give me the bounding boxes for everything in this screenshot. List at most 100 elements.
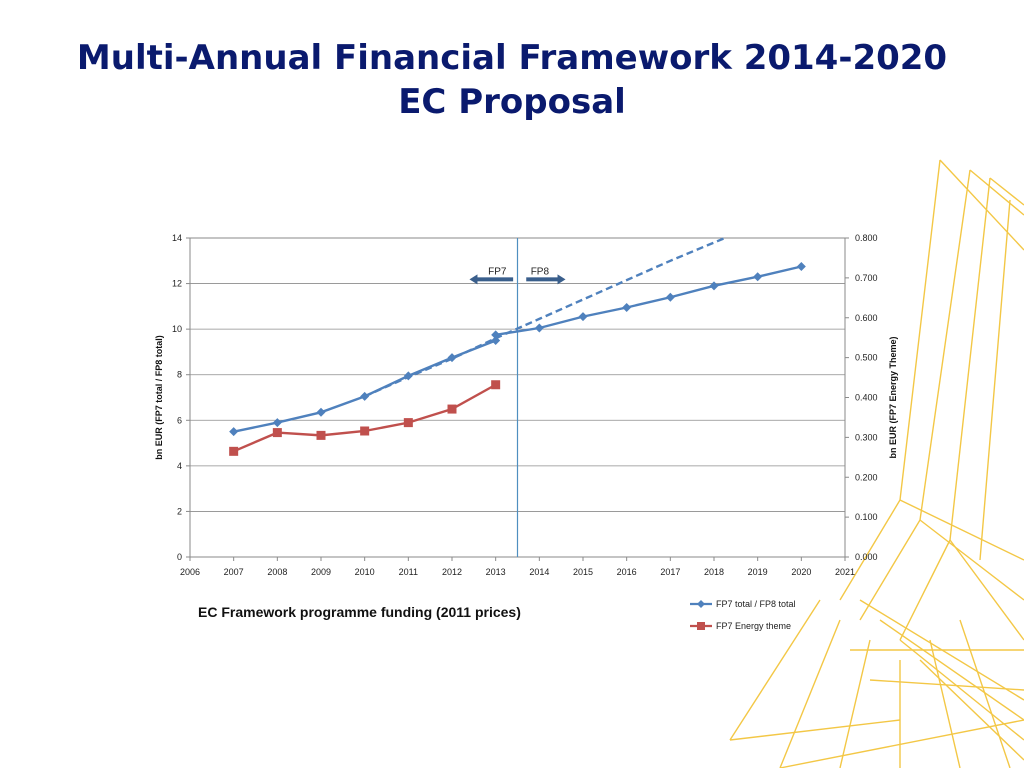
slide-title-line-1: Multi-Annual Financial Framework 2014-20… <box>76 38 948 78</box>
decor-line <box>899 639 1024 741</box>
data-point <box>403 418 413 428</box>
x-tick-label: 2021 <box>835 567 855 577</box>
data-point <box>272 418 282 428</box>
phase-label: FP7 <box>488 266 507 277</box>
decor-line <box>899 499 1024 561</box>
series-trend <box>364 236 726 398</box>
decor-line <box>869 679 1024 691</box>
data-point <box>229 427 239 437</box>
decor-line <box>939 159 1024 251</box>
data-point <box>447 404 457 414</box>
x-tick-label: 2016 <box>617 567 637 577</box>
decor-line <box>839 499 901 601</box>
decor-line <box>949 177 991 541</box>
phase-label: FP8 <box>531 266 550 277</box>
phase-arrow-fp8: FP8 <box>526 266 566 285</box>
decor-line <box>919 519 1024 601</box>
x-tick-label: 2014 <box>529 567 549 577</box>
series-fp7-energy-theme <box>229 380 501 456</box>
x-tick-label: 2006 <box>180 567 200 577</box>
data-point <box>316 407 326 417</box>
y-right-tick-label: 0.700 <box>855 273 878 283</box>
x-tick-label: 2019 <box>748 567 768 577</box>
y-left-tick-label: 10 <box>172 324 182 334</box>
data-point <box>229 446 239 456</box>
decor-line <box>779 719 1024 768</box>
decor-line <box>959 619 1011 768</box>
data-point <box>360 426 370 436</box>
x-tick-label: 2015 <box>573 567 593 577</box>
y-right-tick-label: 0.300 <box>855 432 878 442</box>
y-left-tick-label: 14 <box>172 233 182 243</box>
x-tick-label: 2009 <box>311 567 331 577</box>
x-tick-label: 2010 <box>355 567 375 577</box>
trend-projection-line <box>364 236 726 398</box>
y-left-tick-label: 8 <box>177 370 182 380</box>
y-right-tick-label: 0.500 <box>855 353 878 363</box>
data-point <box>709 281 719 291</box>
y-right-tick-label: 0.800 <box>855 233 878 243</box>
legend-marker <box>697 600 705 608</box>
decor-line <box>899 539 951 641</box>
x-tick-label: 2008 <box>267 567 287 577</box>
y-right-tick-label: 0.100 <box>855 512 878 522</box>
legend-item: FP7 Energy theme <box>690 621 791 631</box>
y-right-tick-label: 0.200 <box>855 472 878 482</box>
slide-title-line-2: EC Proposal <box>398 82 626 122</box>
decor-line <box>929 639 961 768</box>
data-point <box>272 428 282 438</box>
arrow-right-icon <box>557 274 566 285</box>
slide-title: Multi-Annual Financial Framework 2014-20… <box>0 36 1024 124</box>
x-tick-label: 2018 <box>704 567 724 577</box>
x-tick-label: 2012 <box>442 567 462 577</box>
legend-label: FP7 Energy theme <box>716 621 791 631</box>
phase-arrow-fp7: FP7 <box>469 266 514 285</box>
decor-line <box>779 619 841 768</box>
chart-caption: EC Framework programme funding (2011 pri… <box>198 604 521 620</box>
y-left-tick-label: 6 <box>177 415 182 425</box>
decor-line <box>989 177 1024 206</box>
decor-lines <box>729 159 1024 768</box>
legend-marker <box>697 622 705 630</box>
data-point <box>796 261 806 271</box>
y-left-tick-label: 2 <box>177 506 182 516</box>
y-left-tick-label: 12 <box>172 279 182 289</box>
decor-line <box>949 539 1024 641</box>
decor-line <box>879 619 1024 721</box>
decor-line <box>899 159 941 501</box>
x-tick-label: 2017 <box>660 567 680 577</box>
data-point <box>622 302 632 312</box>
legend-label: FP7 total / FP8 total <box>716 599 796 609</box>
y-right-axis-title: bn EUR (FP7 Energy Theme) <box>888 336 898 458</box>
data-point <box>534 323 544 333</box>
y-right-tick-label: 0.600 <box>855 313 878 323</box>
phase-arrow-shaft <box>526 277 560 282</box>
data-point <box>753 272 763 282</box>
decor-line <box>859 519 921 621</box>
data-point <box>316 430 326 440</box>
y-left-tick-label: 0 <box>177 552 182 562</box>
y-right-tick-label: 0.400 <box>855 393 878 403</box>
decor-line <box>729 719 901 741</box>
x-tick-label: 2011 <box>399 567 418 577</box>
data-point <box>491 380 501 390</box>
decor-line <box>979 199 1011 561</box>
data-point <box>578 312 588 322</box>
x-tick-label: 2013 <box>486 567 506 577</box>
decor-line <box>969 169 1024 216</box>
decor-line <box>919 659 1024 761</box>
data-point <box>665 292 675 302</box>
legend-item: FP7 total / FP8 total <box>690 599 796 609</box>
x-tick-label: 2020 <box>791 567 811 577</box>
phase-arrow-shaft <box>475 277 514 282</box>
y-left-tick-label: 4 <box>177 461 182 471</box>
y-right-tick-label: 0.000 <box>855 552 878 562</box>
x-tick-label: 2007 <box>224 567 244 577</box>
decor-line <box>919 169 971 521</box>
y-left-axis-title: bn EUR (FP7 total / FP8 total) <box>154 335 164 460</box>
chart-legend: FP7 total / FP8 total FP7 Energy theme <box>690 599 796 631</box>
decor-line <box>729 599 821 741</box>
arrow-left-icon <box>469 274 478 285</box>
